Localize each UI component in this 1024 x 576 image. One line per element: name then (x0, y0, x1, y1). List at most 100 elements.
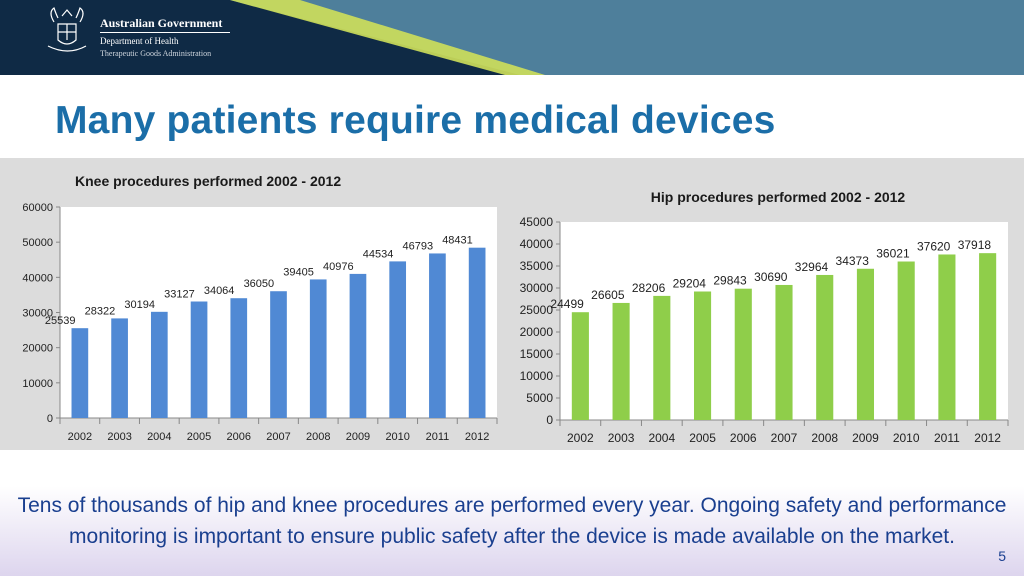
x-tick-label: 2005 (689, 431, 716, 445)
data-label: 44534 (363, 248, 394, 260)
data-label: 34064 (204, 285, 235, 297)
x-tick-label: 2007 (771, 431, 798, 445)
bar-2012 (468, 247, 486, 418)
government-name: Australian Government (100, 16, 223, 30)
data-label: 26605 (591, 288, 625, 302)
bar-2011 (429, 253, 446, 418)
y-tick-label: 0 (47, 413, 53, 425)
y-tick-label: 30000 (520, 281, 554, 295)
y-tick-label: 10000 (520, 369, 554, 383)
logo-rule (100, 32, 230, 33)
bar-2002 (71, 328, 89, 418)
bar-2010 (389, 261, 407, 418)
data-label: 29843 (713, 274, 747, 288)
bar-2011 (938, 254, 956, 420)
x-tick-label: 2006 (227, 431, 251, 443)
bar-2008 (309, 279, 327, 418)
bar-2012 (979, 253, 997, 420)
bar-2009 (349, 273, 367, 418)
data-label: 30690 (754, 270, 788, 284)
bar-2004 (653, 295, 671, 420)
data-label: 24499 (550, 297, 584, 311)
y-tick-label: 60000 (22, 202, 53, 214)
data-label: 28206 (632, 281, 666, 295)
data-label: 33127 (164, 289, 195, 301)
y-tick-label: 25000 (520, 303, 554, 317)
x-tick-label: 2004 (648, 431, 675, 445)
data-label: 39405 (283, 266, 314, 278)
chart-title: Knee procedures performed 2002 - 2012 (75, 173, 341, 189)
y-tick-label: 35000 (520, 259, 554, 273)
bar-2003 (612, 302, 630, 420)
data-label: 28322 (85, 305, 116, 317)
bar-2010 (897, 261, 915, 420)
chart-title: Hip procedures performed 2002 - 2012 (651, 189, 906, 205)
x-tick-label: 2011 (934, 431, 960, 445)
page-title: Many patients require medical devices (55, 99, 776, 142)
x-tick-label: 2002 (68, 431, 92, 443)
bar-2006 (734, 288, 752, 420)
bar-2002 (571, 312, 589, 420)
bar-2005 (693, 291, 712, 420)
coat-of-arms-icon (47, 7, 87, 52)
data-label: 37620 (917, 239, 951, 253)
y-tick-label: 5000 (526, 391, 553, 405)
x-tick-label: 2012 (974, 431, 1001, 445)
x-tick-label: 2009 (346, 431, 370, 443)
bar-2006 (230, 298, 248, 418)
y-tick-label: 10000 (22, 378, 53, 390)
bar-2009 (856, 268, 875, 420)
y-tick-label: 40000 (520, 237, 554, 251)
data-label: 30194 (124, 299, 155, 311)
x-tick-label: 2003 (107, 431, 131, 443)
x-tick-label: 2006 (730, 431, 757, 445)
y-tick-label: 30000 (22, 308, 53, 320)
bar-2003 (111, 318, 128, 418)
y-tick-label: 0 (546, 413, 553, 427)
x-tick-label: 2010 (385, 431, 409, 443)
bar-2005 (190, 301, 208, 418)
x-tick-label: 2009 (852, 431, 879, 445)
header-banner: Australian Government Department of Heal… (0, 0, 1024, 75)
y-tick-label: 20000 (22, 343, 53, 355)
charts-panel: Knee procedures performed 2002 - 2012 0 10… (0, 158, 1024, 450)
government-logo-text: Australian Government Department of Heal… (100, 16, 230, 59)
footer-text: Tens of thousands of hip and knee proced… (17, 494, 1007, 548)
x-tick-label: 2002 (567, 431, 594, 445)
data-label: 36021 (876, 247, 910, 261)
y-tick-label: 20000 (520, 325, 554, 339)
data-label: 36050 (244, 278, 275, 290)
x-tick-label: 2010 (893, 431, 920, 445)
bar-2008 (816, 274, 834, 420)
department-name: Department of Health (100, 36, 179, 46)
x-tick-label: 2004 (147, 431, 171, 443)
x-tick-label: 2011 (426, 431, 450, 443)
hip-procedures-chart: Hip procedures performed 2002 - 2012 0 500… (520, 189, 1009, 445)
y-tick-label: 45000 (520, 215, 554, 229)
data-label: 40976 (323, 261, 354, 273)
agency-name: Therapeutic Goods Administration (100, 49, 212, 58)
knee-procedures-chart: Knee procedures performed 2002 - 2012 0 10… (22, 173, 498, 443)
y-tick-label: 40000 (22, 272, 53, 284)
slide-number: 5 (998, 548, 1006, 564)
header-decoration (230, 0, 1024, 75)
bar-2004 (150, 311, 168, 418)
bar-2007 (775, 284, 793, 420)
data-label: 48431 (442, 235, 473, 247)
x-tick-label: 2005 (187, 431, 211, 443)
charts-canvas: Knee procedures performed 2002 - 2012 0 10… (22, 173, 1009, 445)
data-label: 25539 (45, 315, 76, 327)
data-label: 32964 (795, 260, 829, 274)
x-tick-label: 2012 (465, 431, 489, 443)
x-tick-label: 2008 (811, 431, 838, 445)
data-label: 37918 (958, 238, 992, 252)
x-tick-label: 2003 (608, 431, 635, 445)
data-label: 46793 (402, 240, 433, 252)
y-tick-label: 15000 (520, 347, 554, 361)
x-tick-label: 2007 (266, 431, 290, 443)
footer-band (0, 486, 1024, 576)
data-label: 34373 (836, 254, 870, 268)
bar-2007 (270, 291, 287, 418)
x-tick-label: 2008 (306, 431, 330, 443)
y-tick-label: 50000 (22, 237, 53, 249)
